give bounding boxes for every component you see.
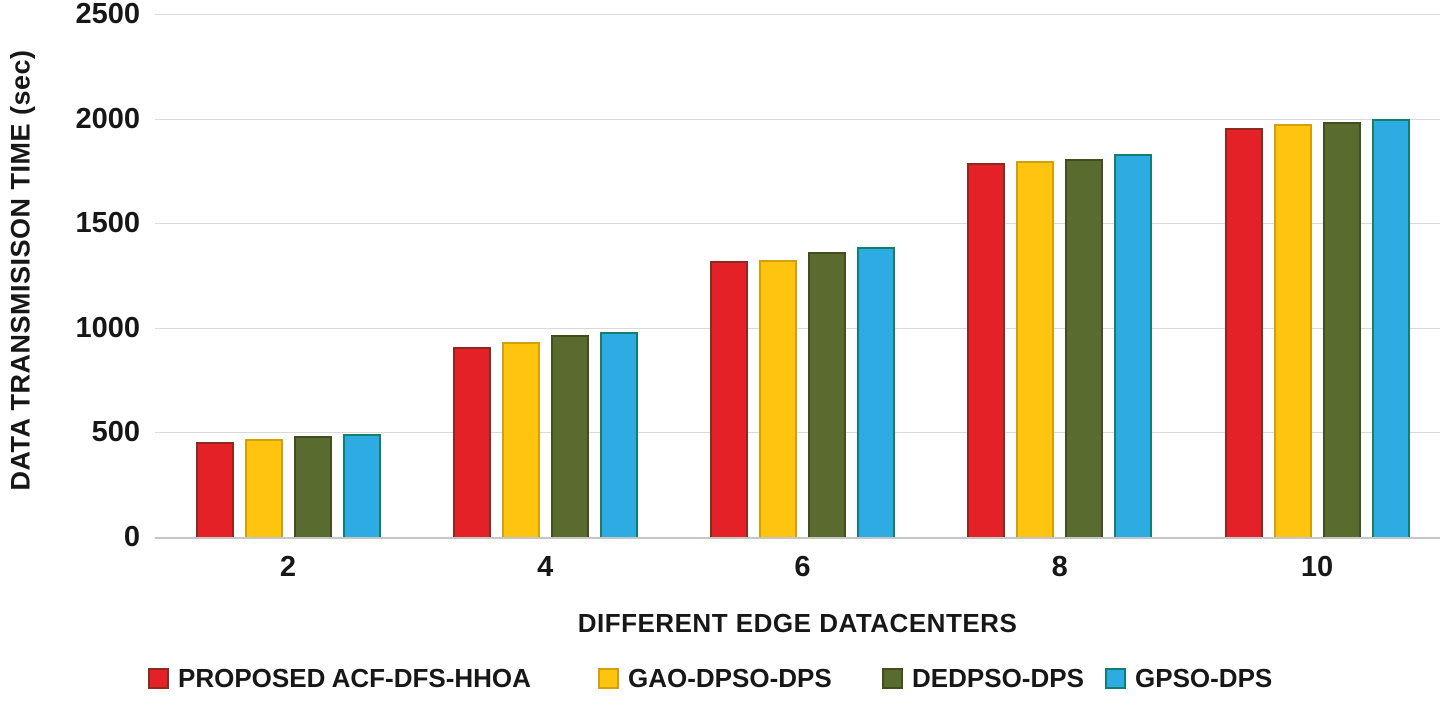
legend-swatch-icon xyxy=(882,667,903,689)
y-tick-label-1500: 1500 xyxy=(75,207,140,240)
bar-gao-dpso-dps-x6 xyxy=(759,260,797,537)
legend-item-proposed-acf-dfs-hhoa: PROPOSED ACF-DFS-HHOA xyxy=(148,656,531,700)
bar-proposed-acf-dfs-hhoa-x10 xyxy=(1224,128,1263,537)
gridline-1000 xyxy=(155,327,1440,329)
bar-gao-dpso-dps-x4 xyxy=(501,342,540,537)
legend-label: GPSO-DPS xyxy=(1135,662,1273,693)
legend-item-dedpso-dps: DEDPSO-DPS xyxy=(882,656,1084,700)
bar-dedpso-dps-x8 xyxy=(1065,159,1104,537)
bar-gpso-dps-x10 xyxy=(1371,119,1410,537)
legend-swatch-icon xyxy=(598,667,619,689)
gridline-2000 xyxy=(155,118,1440,120)
legend-swatch-icon xyxy=(148,667,169,689)
bar-proposed-acf-dfs-hhoa-x2 xyxy=(195,442,234,537)
legend-item-gpso-dps: GPSO-DPS xyxy=(1105,656,1272,700)
bar-group-10 xyxy=(1224,119,1410,537)
chart-legend: PROPOSED ACF-DFS-HHOA GAO-DPSO-DPS DEDPSO-… xyxy=(0,656,1450,700)
bar-gao-dpso-dps-x8 xyxy=(1016,161,1055,537)
legend-item-gao-dpso-dps: GAO-DPSO-DPS xyxy=(598,656,832,700)
bar-gao-dpso-dps-x2 xyxy=(244,439,283,537)
y-tick-label-500: 500 xyxy=(91,416,140,449)
y-tick-label-2000: 2000 xyxy=(75,102,140,135)
x-axis-title: DIFFERENT EDGE DATACENTERS xyxy=(577,608,1018,638)
bar-group-2 xyxy=(195,434,381,537)
bar-group-8 xyxy=(967,154,1153,537)
y-tick-label-0: 0 xyxy=(123,521,140,553)
bar-proposed-acf-dfs-hhoa-x4 xyxy=(452,347,491,537)
legend-swatch-icon xyxy=(1105,667,1126,689)
bar-proposed-acf-dfs-hhoa-x6 xyxy=(710,261,748,537)
gridline-2500 xyxy=(155,14,1440,15)
bar-gao-dpso-dps-x10 xyxy=(1273,124,1312,537)
bar-gpso-dps-x4 xyxy=(599,332,638,537)
bar-group-4 xyxy=(452,332,638,537)
bar-dedpso-dps-x10 xyxy=(1322,122,1361,537)
bar-gpso-dps-x8 xyxy=(1114,154,1153,537)
legend-label: PROPOSED ACF-DFS-HHOA xyxy=(178,662,531,693)
bar-proposed-acf-dfs-hhoa-x8 xyxy=(967,163,1006,537)
bar-dedpso-dps-x6 xyxy=(808,252,846,537)
x-tick-label-2: 2 xyxy=(279,551,297,583)
legend-label: DEDPSO-DPS xyxy=(912,662,1084,693)
bar-gpso-dps-x6 xyxy=(857,247,895,537)
bar-group-6 xyxy=(710,247,895,537)
x-tick-label-10: 10 xyxy=(1300,551,1334,583)
bar-gpso-dps-x2 xyxy=(342,434,381,537)
x-tick-label-6: 6 xyxy=(794,551,811,583)
plot-area xyxy=(155,0,1440,539)
y-tick-label-2500: 2500 xyxy=(75,0,140,30)
x-tick-label-4: 4 xyxy=(537,551,554,583)
y-tick-label-1000: 1000 xyxy=(75,311,140,344)
gridline-1500 xyxy=(155,223,1440,225)
bar-dedpso-dps-x2 xyxy=(293,436,332,537)
legend-label: GAO-DPSO-DPS xyxy=(628,662,832,693)
x-tick-label-8: 8 xyxy=(1051,551,1068,583)
bar-dedpso-dps-x4 xyxy=(550,335,589,537)
gridline-500 xyxy=(155,432,1440,434)
